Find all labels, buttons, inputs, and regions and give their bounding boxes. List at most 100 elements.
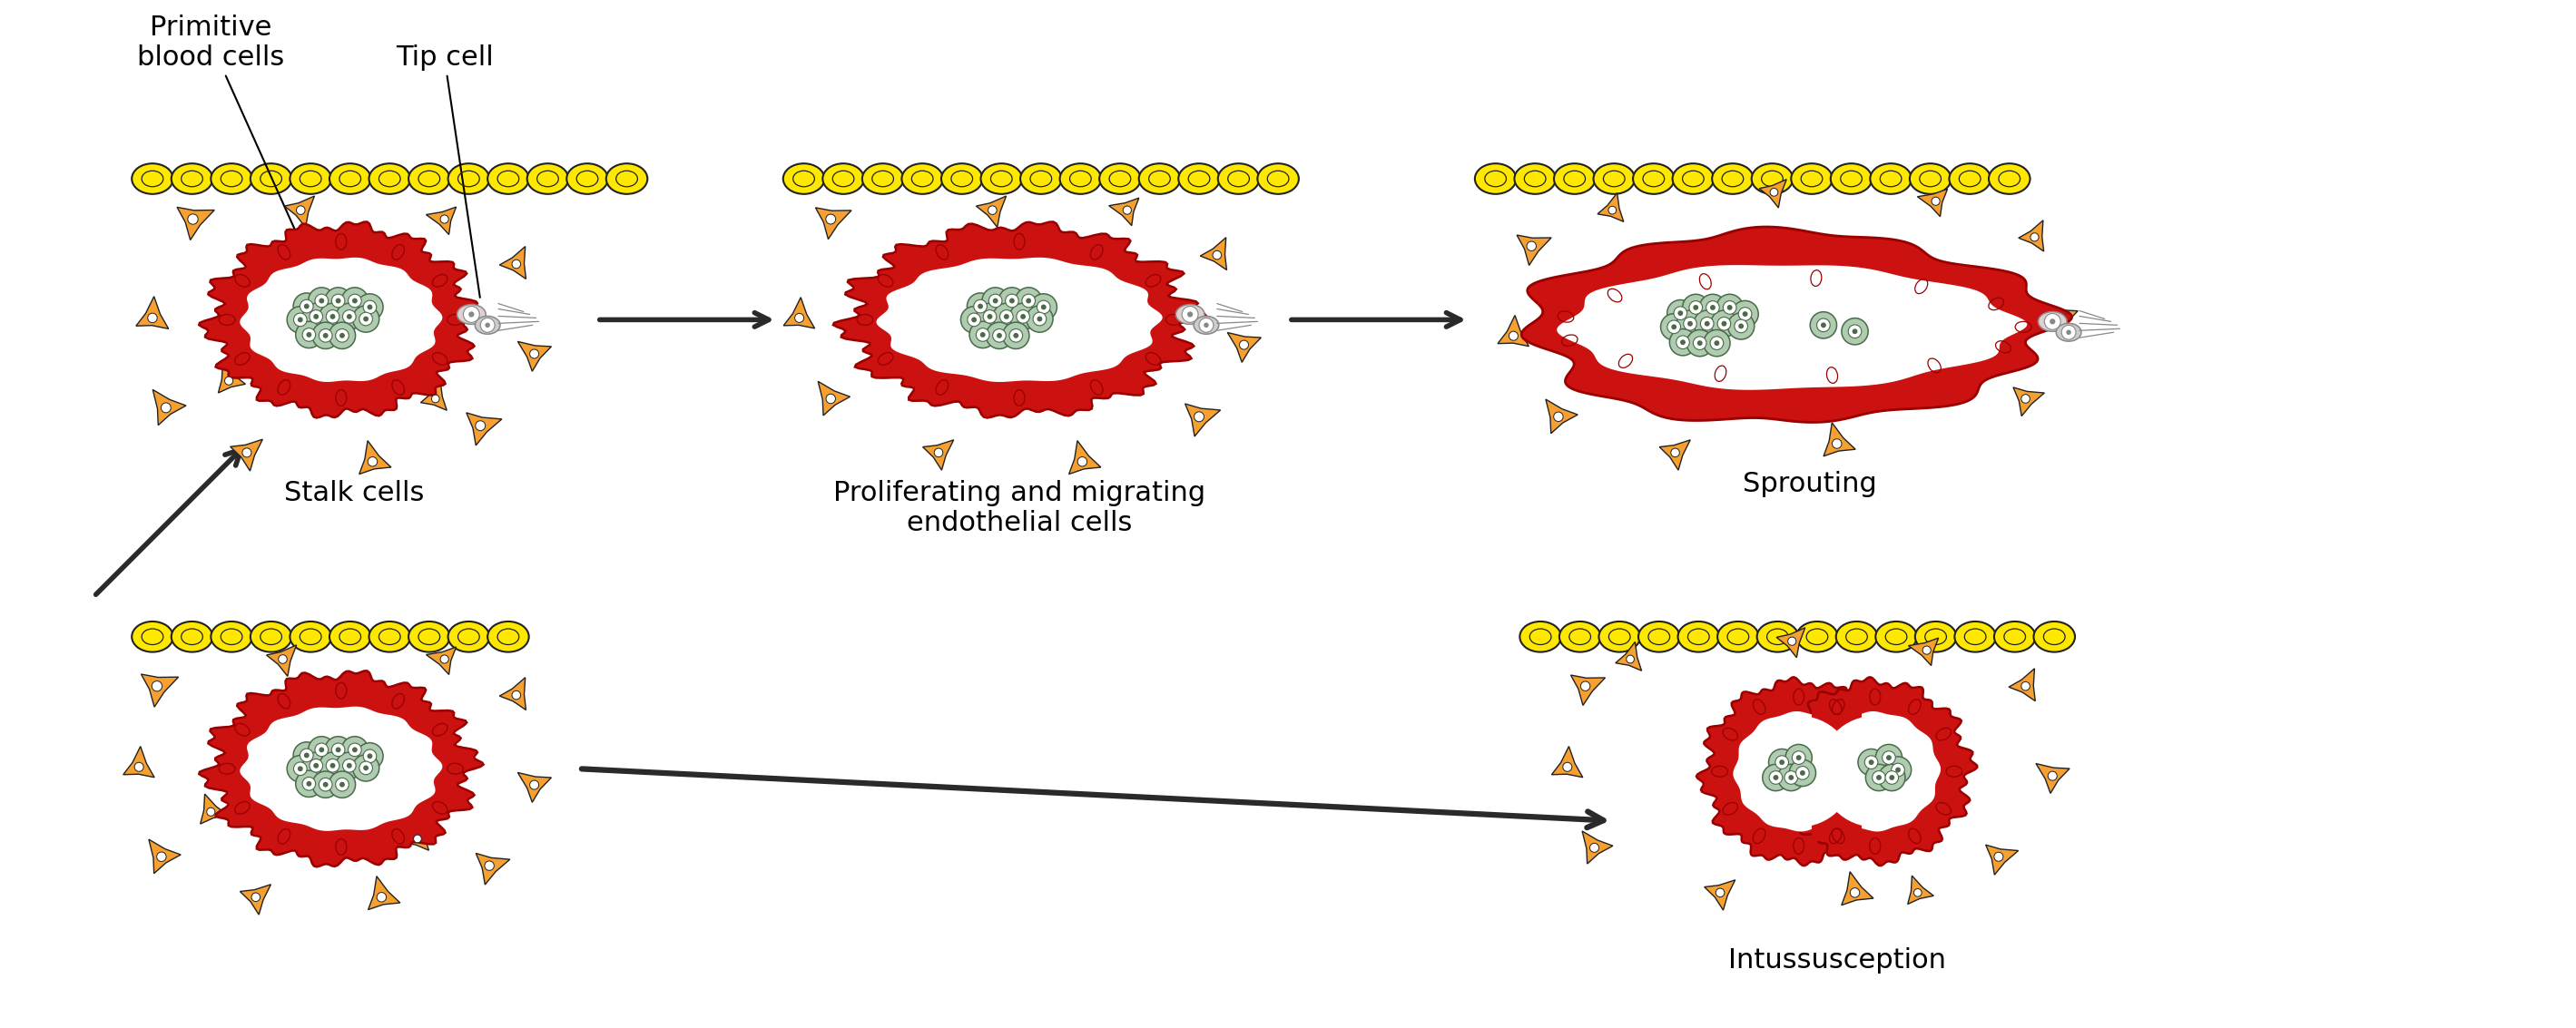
Ellipse shape (1837, 622, 1878, 652)
Circle shape (1770, 749, 1795, 775)
Circle shape (1762, 764, 1790, 791)
Circle shape (479, 318, 495, 332)
Polygon shape (783, 297, 814, 328)
Circle shape (1203, 323, 1208, 328)
Polygon shape (425, 207, 456, 234)
Ellipse shape (410, 622, 451, 652)
Polygon shape (1108, 198, 1139, 225)
Polygon shape (402, 821, 428, 850)
Ellipse shape (1595, 163, 1636, 194)
Circle shape (969, 322, 997, 348)
Circle shape (296, 206, 304, 215)
Circle shape (1744, 715, 1855, 828)
Circle shape (322, 782, 327, 787)
Polygon shape (1546, 399, 1577, 434)
Circle shape (335, 303, 363, 330)
Polygon shape (1698, 677, 1901, 866)
Ellipse shape (211, 163, 252, 194)
Circle shape (363, 317, 368, 322)
Polygon shape (518, 341, 551, 371)
Circle shape (1726, 305, 1734, 310)
Circle shape (1795, 755, 1801, 761)
Circle shape (1888, 775, 1893, 780)
Circle shape (309, 309, 322, 323)
Circle shape (1795, 766, 1808, 779)
Circle shape (2030, 233, 2038, 242)
Circle shape (340, 782, 345, 787)
Circle shape (2058, 314, 2066, 323)
Text: Stalk cells: Stalk cells (283, 480, 425, 506)
Circle shape (304, 752, 330, 779)
Circle shape (981, 288, 1010, 315)
Polygon shape (1659, 440, 1690, 470)
Polygon shape (1808, 711, 1940, 832)
Circle shape (1690, 301, 1703, 315)
Ellipse shape (1553, 163, 1595, 194)
Ellipse shape (330, 622, 371, 652)
Circle shape (1842, 318, 1868, 344)
Ellipse shape (487, 163, 528, 194)
Circle shape (1994, 852, 2004, 861)
Ellipse shape (1218, 163, 1260, 194)
Polygon shape (240, 706, 443, 831)
Ellipse shape (902, 163, 943, 194)
Polygon shape (283, 196, 314, 227)
Ellipse shape (1790, 163, 1832, 194)
Circle shape (314, 314, 319, 320)
Ellipse shape (822, 163, 863, 194)
Circle shape (1788, 637, 1795, 646)
Circle shape (2022, 682, 2030, 691)
Circle shape (1801, 770, 1806, 775)
Circle shape (1821, 323, 1826, 328)
Circle shape (1005, 294, 1018, 307)
Circle shape (827, 394, 835, 404)
Polygon shape (1777, 628, 1806, 658)
Circle shape (1703, 330, 1731, 357)
Circle shape (1710, 305, 1716, 310)
Circle shape (1723, 301, 1736, 315)
Circle shape (242, 448, 252, 457)
Circle shape (1875, 775, 1880, 780)
Circle shape (1692, 336, 1705, 350)
Polygon shape (219, 363, 245, 393)
Circle shape (1012, 333, 1018, 338)
Circle shape (2050, 319, 2056, 325)
Polygon shape (1571, 675, 1605, 705)
Circle shape (319, 303, 345, 330)
Circle shape (1005, 314, 1010, 320)
Circle shape (368, 754, 374, 759)
Ellipse shape (1950, 163, 1991, 194)
Circle shape (224, 376, 232, 384)
Ellipse shape (1257, 163, 1298, 194)
Circle shape (1847, 325, 1862, 338)
Circle shape (299, 766, 304, 771)
Circle shape (976, 303, 1002, 330)
Circle shape (999, 309, 1012, 323)
Circle shape (325, 288, 350, 315)
Circle shape (987, 322, 1012, 348)
Circle shape (415, 835, 422, 843)
Circle shape (312, 771, 340, 798)
Circle shape (935, 448, 943, 457)
Polygon shape (477, 853, 510, 885)
Ellipse shape (368, 163, 410, 194)
Ellipse shape (448, 622, 489, 652)
Polygon shape (240, 257, 443, 382)
Circle shape (1674, 306, 1687, 320)
Circle shape (1772, 775, 1777, 780)
Ellipse shape (1795, 622, 1837, 652)
Circle shape (1662, 314, 1687, 340)
Circle shape (1716, 294, 1744, 321)
Polygon shape (817, 208, 853, 240)
Ellipse shape (291, 622, 332, 652)
Circle shape (314, 294, 327, 307)
Circle shape (368, 456, 376, 467)
Ellipse shape (1955, 622, 1996, 652)
Text: Proliferating and migrating
endothelial cells: Proliferating and migrating endothelial … (832, 480, 1206, 537)
Ellipse shape (131, 622, 173, 652)
Circle shape (1891, 763, 1904, 776)
Circle shape (440, 215, 448, 223)
Circle shape (1528, 242, 1535, 251)
Circle shape (296, 322, 322, 348)
Polygon shape (876, 257, 1162, 382)
